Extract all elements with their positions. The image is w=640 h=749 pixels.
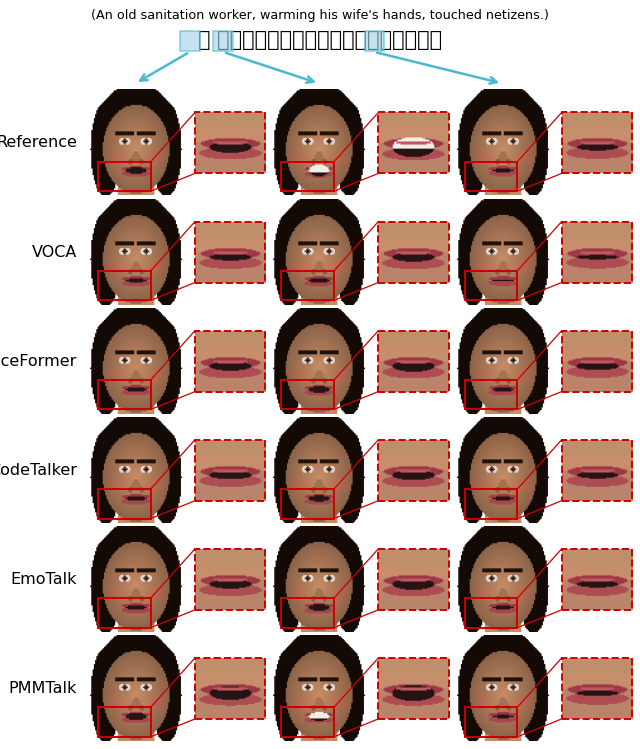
Bar — [365, 31, 384, 51]
Bar — [98, 598, 150, 628]
Text: Reference: Reference — [0, 136, 77, 151]
Bar — [98, 271, 150, 300]
Bar — [562, 549, 632, 610]
Bar — [562, 330, 632, 392]
Text: EmoTalk: EmoTalk — [10, 571, 77, 587]
Bar — [98, 380, 150, 410]
Bar — [282, 380, 334, 410]
Bar — [180, 31, 200, 51]
Bar — [465, 598, 517, 628]
Bar — [282, 271, 334, 300]
Bar — [378, 222, 449, 282]
Bar — [282, 707, 334, 737]
Bar — [195, 658, 266, 719]
Bar — [465, 380, 517, 410]
Text: VOCA: VOCA — [31, 244, 77, 260]
Text: 环 卫工老大爷为老伴哈气暖手照感动网友。: 环 卫工老大爷为老伴哈气暖手照感动网友。 — [198, 30, 442, 50]
Text: CodeTalker: CodeTalker — [0, 463, 77, 478]
Bar — [465, 489, 517, 518]
Bar — [378, 549, 449, 610]
Text: (An old sanitation worker, warming his wife's hands, touched netizens.): (An old sanitation worker, warming his w… — [91, 9, 549, 22]
Bar — [562, 112, 632, 174]
Bar — [98, 489, 150, 518]
Bar — [562, 222, 632, 282]
Bar — [378, 330, 449, 392]
Bar — [195, 112, 266, 174]
Bar — [213, 31, 233, 51]
Bar — [98, 162, 150, 191]
Bar — [562, 658, 632, 719]
Bar — [562, 440, 632, 501]
Bar — [195, 330, 266, 392]
Text: PMMTalk: PMMTalk — [8, 681, 77, 696]
Bar — [282, 162, 334, 191]
Bar — [282, 489, 334, 518]
Bar — [465, 162, 517, 191]
Bar — [378, 440, 449, 501]
Bar — [378, 658, 449, 719]
Text: FaceFormer: FaceFormer — [0, 354, 77, 369]
Bar — [195, 440, 266, 501]
Bar — [378, 112, 449, 174]
Bar — [98, 707, 150, 737]
Bar — [465, 707, 517, 737]
Bar — [195, 549, 266, 610]
Bar — [465, 271, 517, 300]
Bar — [195, 222, 266, 282]
Bar — [282, 598, 334, 628]
